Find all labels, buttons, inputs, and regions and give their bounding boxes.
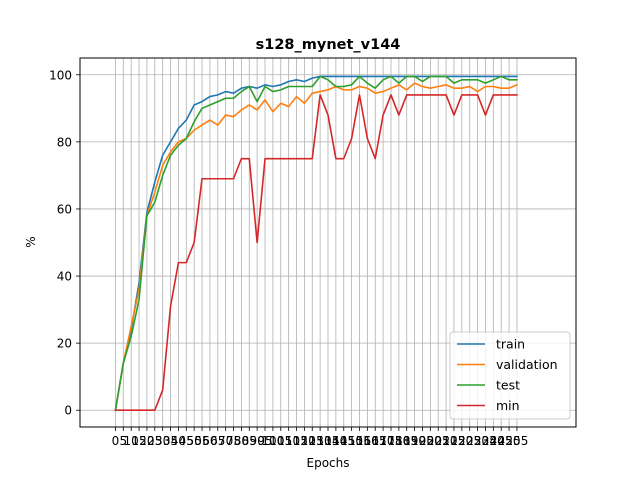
x-tick-label: 75 <box>226 434 241 448</box>
x-tick-label: 55 <box>194 434 209 448</box>
legend: train validation test min <box>449 331 571 420</box>
x-tick-label: 70 <box>218 434 233 448</box>
x-tick-label: 130 <box>309 434 332 448</box>
x-tick-label: 85 <box>242 434 257 448</box>
x-tick-label: 100 <box>261 434 284 448</box>
x-axis-ticks: 0 510152025303540455055606570758085909510… <box>112 427 528 448</box>
legend-label-min: min <box>496 398 520 413</box>
x-tick-label: 20 <box>139 434 154 448</box>
x-tick-label: 120 <box>293 434 316 448</box>
x-tick-label: 165 <box>364 434 387 448</box>
chart-title: s128_mynet_v144 <box>256 37 401 53</box>
x-tick-label: 160 <box>356 434 379 448</box>
y-tick-label: 40 <box>57 270 72 284</box>
x-tick-label: 60 <box>202 434 217 448</box>
series-line-test <box>114 75 518 412</box>
y-tick-label: 0 <box>64 404 72 418</box>
series-line-min <box>114 94 518 412</box>
x-tick-label: 145 <box>332 434 355 448</box>
series-lines <box>114 75 518 412</box>
y-tick-label: 20 <box>57 337 72 351</box>
y-axis-ticks: 0 20 40 60 80 100 <box>49 68 80 418</box>
x-tick-label: 225 <box>458 434 481 448</box>
x-tick-label: 140 <box>324 434 347 448</box>
x-tick-label: 65 <box>210 434 225 448</box>
x-tick-label: 90 <box>250 434 265 448</box>
x-tick-label: 215 <box>443 434 466 448</box>
x-tick-label: 195 <box>411 434 434 448</box>
series-line-train <box>114 75 518 412</box>
x-tick-label: 25 <box>147 434 162 448</box>
x-tick-label: 250 <box>498 434 521 448</box>
legend-label-test: test <box>496 378 520 393</box>
x-tick-label: 115 <box>285 434 308 448</box>
y-tick-label: 80 <box>57 135 72 149</box>
x-tick-label: 200 <box>419 434 442 448</box>
x-tick-label: 110 <box>277 434 300 448</box>
x-tick-label: 40 <box>171 434 186 448</box>
x-tick-label: 35 <box>163 434 178 448</box>
x-tick-label: 240 <box>482 434 505 448</box>
x-tick-label: 180 <box>387 434 410 448</box>
y-tick-label: 60 <box>57 202 72 216</box>
x-tick-label: 185 <box>395 434 418 448</box>
x-tick-label: 80 <box>234 434 249 448</box>
x-tick-label: 95 <box>257 434 272 448</box>
x-axis-label: Epochs <box>307 456 350 470</box>
legend-box <box>449 331 571 420</box>
x-tick-label: 175 <box>380 434 403 448</box>
x-tick-label: 170 <box>372 434 395 448</box>
x-tick-label: 245 <box>490 434 513 448</box>
x-tick-label: 255 <box>505 434 528 448</box>
x-tick-label: 220 <box>450 434 473 448</box>
x-tick-label: 30 <box>155 434 170 448</box>
y-tick-label: 100 <box>49 68 72 82</box>
x-tick-label: 0 <box>112 434 120 448</box>
x-tick-label: 235 <box>474 434 497 448</box>
x-tick-label: 15 <box>131 434 146 448</box>
x-tick-label: 45 <box>179 434 194 448</box>
x-tick-label: 5 <box>119 434 127 448</box>
x-tick-label: 230 <box>466 434 489 448</box>
x-tick-label: 210 <box>435 434 458 448</box>
x-tick-label: 205 <box>427 434 450 448</box>
x-tick-label: 150 <box>340 434 363 448</box>
x-tick-label: 10 <box>124 434 139 448</box>
x-tick-label: 135 <box>317 434 340 448</box>
x-tick-label: 125 <box>301 434 324 448</box>
y-axis-label: % <box>24 236 38 247</box>
x-tick-label: 105 <box>269 434 292 448</box>
x-tick-label: 190 <box>403 434 426 448</box>
x-tick-label: 155 <box>348 434 371 448</box>
x-tick-label: 50 <box>187 434 202 448</box>
legend-label-train: train <box>496 337 525 352</box>
legend-label-validation: validation <box>496 357 558 372</box>
series-line-validation <box>114 82 518 412</box>
